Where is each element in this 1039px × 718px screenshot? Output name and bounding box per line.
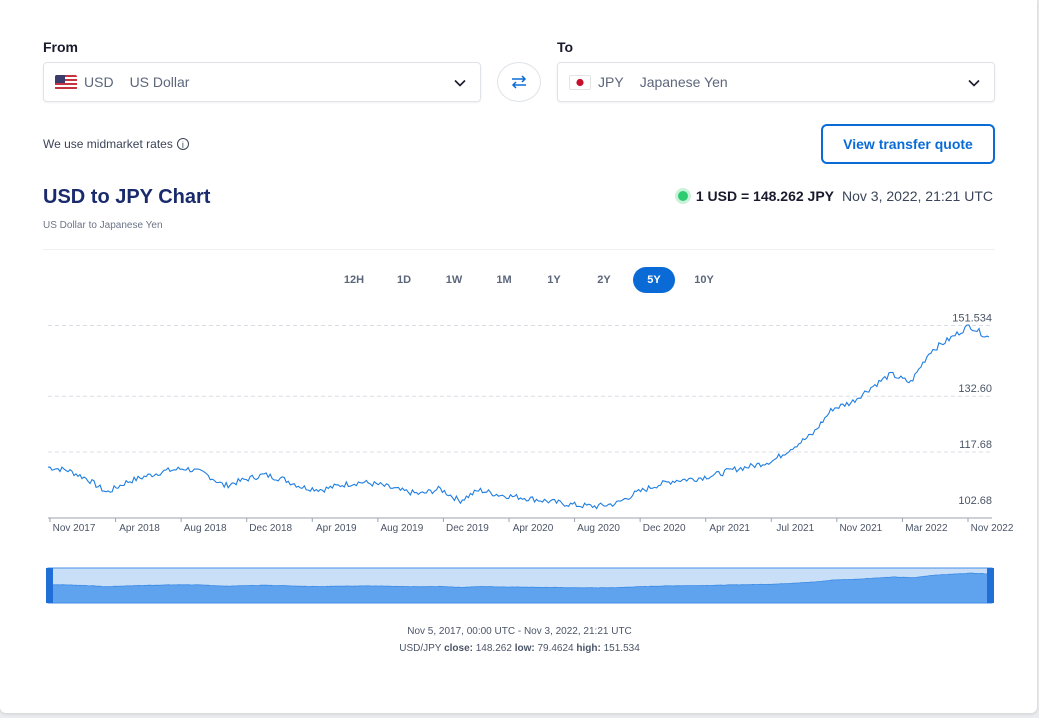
japan-flag-icon — [569, 74, 591, 90]
chart-title: USD to JPY Chart — [43, 186, 211, 208]
to-currency-select[interactable]: JPY Japanese Yen — [557, 62, 995, 102]
range-1y[interactable]: 1Y — [547, 274, 561, 286]
midmarket-note: We use midmarket rates i — [43, 137, 189, 151]
range-12h[interactable]: 12H — [343, 274, 365, 286]
from-currency-select[interactable]: USD US Dollar — [43, 62, 481, 102]
summary-high: 151.534 — [603, 643, 640, 654]
x-tick-label: Mar 2022 — [905, 523, 948, 534]
x-tick-label: Apr 2021 — [709, 523, 750, 534]
rate-summary: USD/JPY close: 148.262 low: 79.4624 high… — [0, 643, 1039, 654]
swap-button[interactable] — [497, 62, 541, 102]
range-1m[interactable]: 1M — [496, 274, 512, 286]
x-tick-label: Nov 2021 — [839, 523, 882, 534]
navigator-caption: Nov 5, 2017, 00:00 UTC - Nov 3, 2022, 21… — [407, 626, 632, 637]
x-tick-label: Jul 2021 — [776, 523, 814, 534]
y-tick-label: 102.68 — [958, 495, 992, 507]
midmarket-text: We use midmarket rates — [43, 137, 173, 151]
to-currency-code: JPY — [598, 74, 624, 90]
divider — [43, 249, 995, 250]
navigator-handle-left[interactable] — [46, 568, 53, 603]
summary-low: 79.4624 — [537, 643, 574, 654]
live-rate-timestamp: Nov 3, 2022, 21:21 UTC — [842, 188, 993, 204]
x-tick-label: Apr 2019 — [316, 523, 357, 534]
x-tick-label: Apr 2018 — [119, 523, 160, 534]
range-1d[interactable]: 1D — [396, 274, 412, 286]
from-currency-code: USD — [84, 74, 114, 90]
line-chart[interactable]: 151.534 132.60 117.68 102.68 Nov 2017 Apr 201… — [0, 300, 1039, 540]
to-label: To — [557, 39, 574, 55]
summary-close-label: close: — [444, 643, 473, 654]
range-1w[interactable]: 1W — [445, 274, 463, 286]
navigator-area — [47, 572, 993, 604]
range-2y[interactable]: 2Y — [597, 274, 611, 286]
live-rate-value: 1 USD = 148.262 JPY — [695, 188, 835, 204]
live-status-dot — [677, 191, 688, 201]
range-navigator[interactable] — [0, 566, 1039, 606]
range-10y[interactable]: 10Y — [694, 274, 714, 286]
from-label: From — [43, 39, 78, 55]
range-5y[interactable]: 5Y — [633, 267, 675, 293]
summary-close: 148.262 — [475, 643, 512, 654]
y-tick-label: 151.534 — [952, 312, 992, 324]
x-tick-label: Nov 2017 — [53, 523, 96, 534]
y-tick-label: 132.60 — [958, 383, 992, 395]
chevron-down-icon — [454, 79, 466, 87]
summary-pair: USD/JPY — [399, 643, 442, 654]
series-line — [47, 324, 990, 510]
y-tick-label: 117.68 — [959, 439, 992, 451]
summary-low-label: low: — [514, 643, 535, 654]
us-flag-icon — [55, 74, 77, 90]
chevron-down-icon — [968, 79, 980, 87]
x-tick-label: Aug 2018 — [184, 523, 227, 534]
summary-high-label: high: — [576, 643, 601, 654]
info-icon[interactable]: i — [176, 138, 189, 150]
x-tick-label: Apr 2020 — [513, 523, 554, 534]
navigator-handle-right[interactable] — [987, 568, 994, 603]
range-selector: 12H 1D 1W 1M 1Y 2Y 5Y 10Y — [330, 267, 730, 293]
x-tick-label: Dec 2018 — [249, 523, 292, 534]
x-tick-label: Aug 2020 — [577, 523, 620, 534]
swap-arrows-icon — [511, 75, 527, 89]
x-tick-label: Nov 2022 — [971, 523, 1014, 534]
x-tick-label: Dec 2020 — [643, 523, 686, 534]
x-tick-label: Dec 2019 — [446, 523, 489, 534]
view-transfer-quote-button[interactable]: View transfer quote — [821, 124, 995, 164]
live-rate: 1 USD = 148.262 JPY Nov 3, 2022, 21:21 U… — [677, 188, 993, 204]
x-tick-label: Aug 2019 — [380, 523, 423, 534]
from-currency-name: US Dollar — [129, 74, 190, 90]
chart-subtitle: US Dollar to Japanese Yen — [43, 220, 163, 231]
to-currency-name: Japanese Yen — [639, 74, 728, 90]
